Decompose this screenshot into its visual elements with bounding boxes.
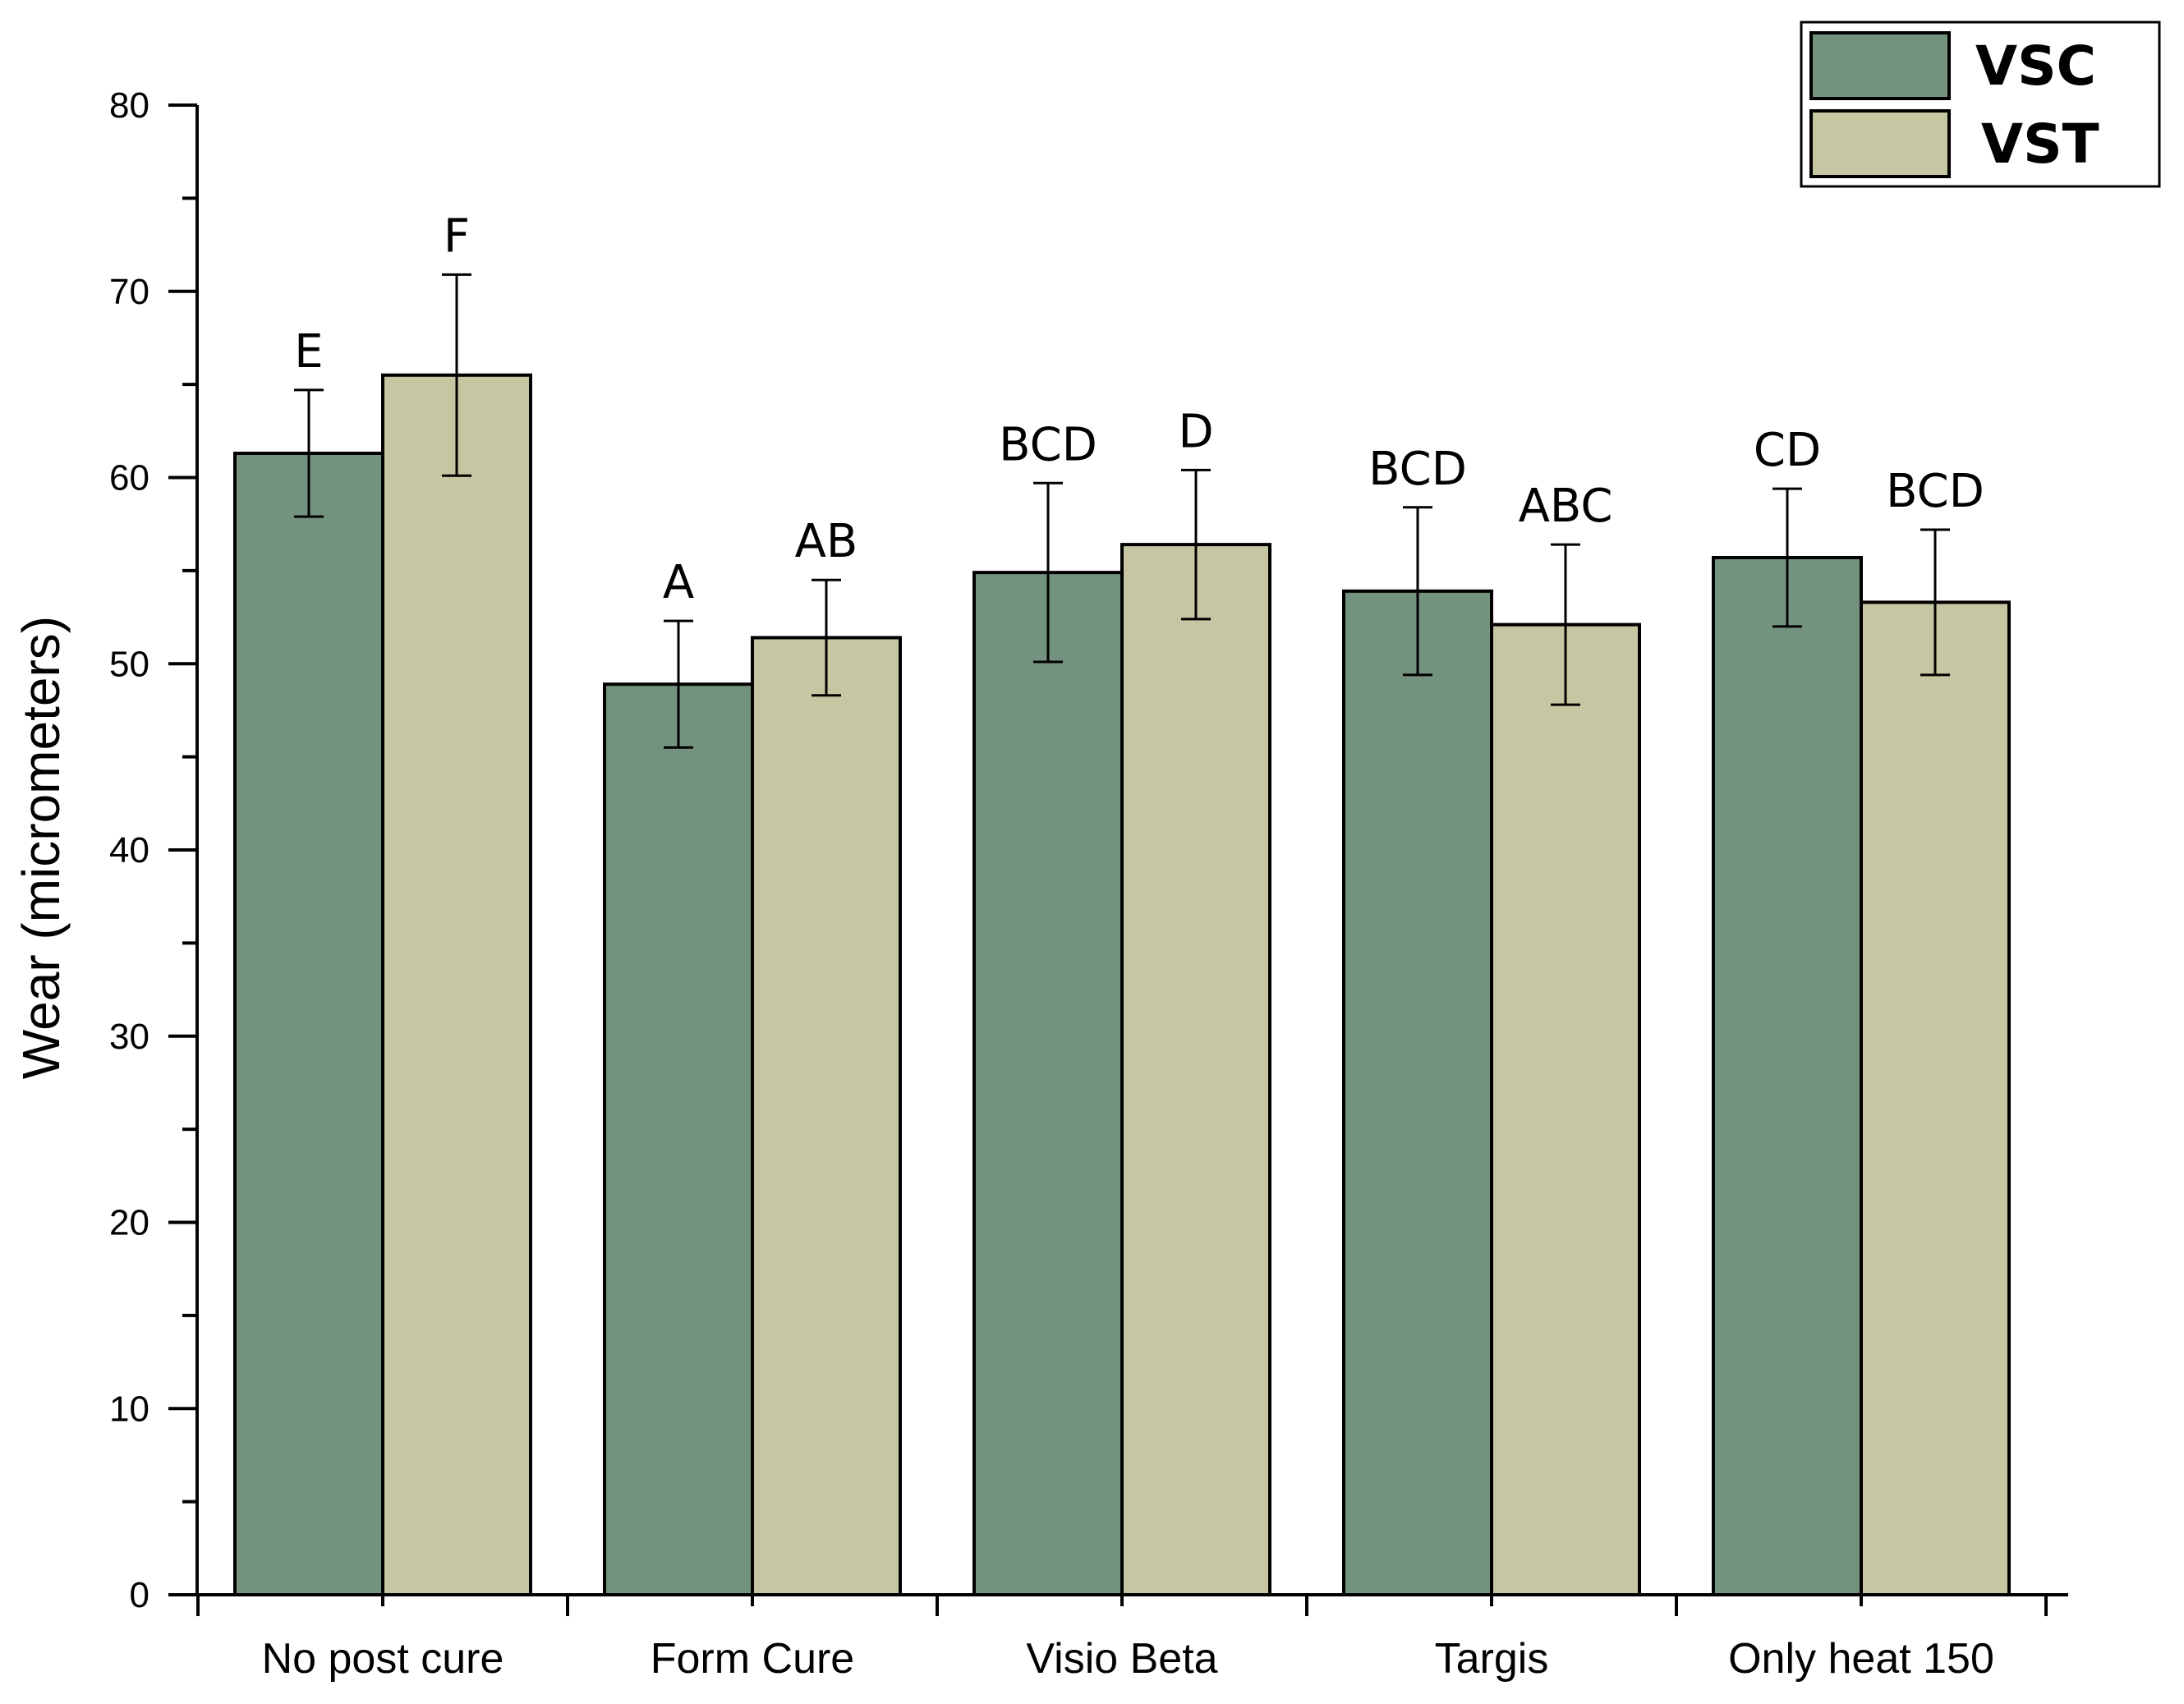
error-bar-vsc-only-heat-150	[1772, 487, 1802, 628]
bar-vsc-visio-beta	[972, 571, 1124, 1597]
error-bar-vsc-form-cure	[664, 619, 693, 749]
significance-label-vsc-only-heat-150: CD	[1754, 424, 1821, 477]
significance-labels-layer: E F A AB BCD D BCD ABC CD BCD	[294, 209, 1984, 609]
legend-swatch-vsc	[1809, 31, 1951, 100]
error-bar-vst-visio-beta	[1181, 468, 1211, 621]
error-bar-vsc-targis	[1403, 506, 1432, 677]
significance-label-vsc-visio-beta: BCD	[999, 418, 1097, 471]
error-bar-vst-no-post-cure	[442, 273, 471, 477]
bars-layer	[233, 373, 2011, 1597]
significance-label-vst-form-cure: AB	[795, 515, 858, 568]
x-tick-label-no-post-cure: No post cure	[262, 1635, 504, 1683]
x-tick-label-form-cure: Form Cure	[651, 1635, 854, 1683]
y-tick-label-40: 40	[109, 830, 149, 870]
y-tick-label-50: 50	[109, 644, 149, 684]
y-axis-title: Wear (micrometers)	[11, 616, 71, 1079]
legend-label-vsc: VSC	[1975, 34, 2096, 98]
significance-label-vsc-no-post-cure: E	[294, 325, 323, 379]
x-tick-label-only-heat-150: Only heat 150	[1728, 1635, 1994, 1683]
y-tick-label-20: 20	[109, 1203, 149, 1243]
x-tick-label-targis: Targis	[1435, 1635, 1549, 1683]
bar-vst-only-heat-150	[1860, 600, 2011, 1596]
y-tick-label-60: 60	[109, 458, 149, 498]
y-tick-label-80: 80	[109, 85, 149, 126]
x-tick-label-visio-beta: Visio Beta	[1026, 1635, 1217, 1683]
bar-vst-form-cure	[751, 636, 902, 1596]
error-bar-vst-form-cure	[812, 578, 841, 697]
bar-vsc-targis	[1342, 589, 1493, 1596]
legend: VSC VST	[1800, 21, 2161, 188]
bar-vsc-no-post-cure	[233, 452, 384, 1597]
error-bar-vsc-no-post-cure	[294, 388, 324, 518]
legend-label-vst: VST	[1981, 113, 2099, 176]
y-tick-label-70: 70	[109, 272, 149, 312]
error-bar-vst-only-heat-150	[1920, 528, 1950, 677]
significance-label-vst-visio-beta: D	[1178, 405, 1213, 458]
error-bar-vsc-visio-beta	[1033, 481, 1063, 664]
bar-vsc-form-cure	[603, 682, 754, 1596]
bar-vsc-only-heat-150	[1712, 556, 1863, 1597]
y-tick-label-0: 0	[130, 1575, 149, 1615]
legend-swatch-vst	[1809, 109, 1951, 178]
significance-label-vst-no-post-cure: F	[444, 209, 470, 263]
significance-label-vsc-targis: BCD	[1368, 443, 1467, 496]
significance-label-vsc-form-cure: A	[663, 556, 694, 609]
significance-label-vst-only-heat-150: BCD	[1886, 465, 1984, 518]
significance-label-vst-targis: ABC	[1519, 480, 1613, 533]
bar-vst-no-post-cure	[381, 373, 532, 1597]
bar-vst-visio-beta	[1120, 543, 1271, 1596]
y-tick-label-10: 10	[109, 1389, 149, 1429]
bar-vst-targis	[1490, 622, 1641, 1597]
axes-layer: No post cure Form Cure Visio Beta Targis Onl…	[109, 85, 2068, 1683]
error-bars-layer	[294, 273, 1950, 749]
y-tick-label-30: 30	[109, 1017, 149, 1057]
error-bar-vst-targis	[1551, 543, 1580, 706]
